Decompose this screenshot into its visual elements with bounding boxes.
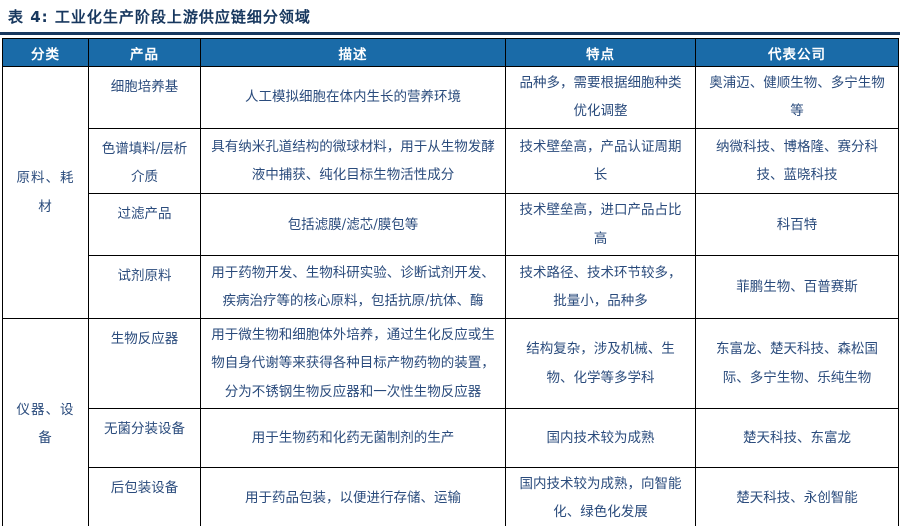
description-cell: 具有纳米孔道结构的微球材料，用于从生物发酵液中捕获、纯化目标生物活性成分	[200, 127, 506, 195]
header-row: 分类 产品 描述 特点 代表公司	[2, 38, 899, 67]
description-cell: 用于药品包装，以便进行存储、运输	[200, 467, 506, 526]
product-cell: 试剂原料	[88, 255, 201, 320]
product-cell: 后包装设备	[88, 467, 201, 526]
category-cell-equipment: 仪器、设备	[2, 318, 89, 526]
description-cell: 用于药物开发、生物科研实验、诊断试剂开发、疾病治疗等的核心原料，包括抗原/抗体、…	[200, 255, 506, 320]
feature-cell: 技术路径、技术环节较多，批量小，品种多	[505, 255, 696, 320]
category-cell-materials: 原料、耗材	[2, 65, 89, 320]
companies-cell: 楚天科技、永创智能	[695, 467, 899, 526]
header-product: 产品	[88, 38, 201, 67]
header-category: 分类	[2, 38, 89, 67]
table-row: 后包装设备 用于药品包装，以便进行存储、运输 国内技术较为成熟，向智能化、绿色化…	[3, 467, 899, 526]
feature-cell: 国内技术较为成熟	[505, 408, 696, 469]
header-description: 描述	[200, 38, 506, 67]
description-cell: 用于微生物和细胞体外培养，通过生化反应或生物自身代谢等来获得各种目标产物药物的装…	[200, 318, 506, 410]
table-row: 色谱填料/层析介质 具有纳米孔道结构的微球材料，用于从生物发酵液中捕获、纯化目标…	[3, 127, 899, 195]
table-row: 试剂原料 用于药物开发、生物科研实验、诊断试剂开发、疾病治疗等的核心原料，包括抗…	[3, 255, 899, 320]
product-cell: 细胞培养基	[88, 66, 201, 129]
supply-chain-table: 分类 产品 描述 特点 代表公司 原料、耗材 细胞培养基 人工模拟细胞在体内生长…	[2, 38, 899, 526]
product-cell: 生物反应器	[88, 318, 201, 410]
companies-cell: 奥浦迈、健顺生物、多宁生物等	[695, 66, 899, 129]
table-row: 过滤产品 包括滤膜/滤芯/膜包等 技术壁垒高，进口产品占比高 科百特	[3, 193, 899, 257]
product-cell: 过滤产品	[88, 193, 201, 257]
companies-cell: 菲鹏生物、百普赛斯	[695, 255, 899, 320]
product-cell: 色谱填料/层析介质	[88, 127, 201, 195]
table-row: 仪器、设备 生物反应器 用于微生物和细胞体外培养，通过生化反应或生物自身代谢等来…	[2, 318, 899, 526]
table-row: 原料、耗材 细胞培养基 人工模拟细胞在体内生长的营养环境 品种多，需要根据细胞种…	[2, 65, 899, 320]
description-cell: 人工模拟细胞在体内生长的营养环境	[200, 66, 506, 129]
product-cell: 无菌分装设备	[88, 408, 201, 469]
feature-cell: 技术壁垒高，进口产品占比高	[505, 193, 696, 257]
feature-cell: 品种多，需要根据细胞种类优化调整	[505, 66, 696, 129]
header-companies: 代表公司	[695, 38, 899, 67]
table-row: 无菌分装设备 用于生物药和化药无菌制剂的生产 国内技术较为成熟 楚天科技、东富龙	[3, 408, 899, 469]
title-underline	[0, 32, 900, 35]
description-cell: 包括滤膜/滤芯/膜包等	[200, 193, 506, 257]
header-feature: 特点	[505, 38, 696, 67]
companies-cell: 科百特	[695, 193, 899, 257]
description-cell: 用于生物药和化药无菌制剂的生产	[200, 408, 506, 469]
feature-cell: 国内技术较为成熟，向智能化、绿色化发展	[505, 467, 696, 526]
companies-cell: 东富龙、楚天科技、森松国际、多宁生物、乐纯生物	[695, 318, 899, 410]
feature-cell: 结构复杂，涉及机械、生物、化学等多学科	[505, 318, 696, 410]
companies-cell: 纳微科技、博格隆、赛分科技、蓝晓科技	[695, 127, 899, 195]
companies-cell: 楚天科技、东富龙	[695, 408, 899, 469]
feature-cell: 技术壁垒高，产品认证周期长	[505, 127, 696, 195]
table-title: 表 4: 工业化生产阶段上游供应链细分领域	[8, 8, 311, 26]
